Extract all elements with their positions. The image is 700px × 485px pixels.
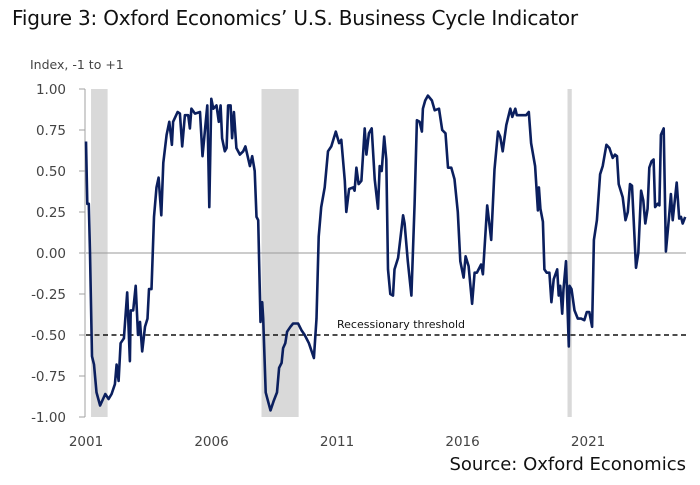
y-tick-label: 0.50 xyxy=(36,164,66,180)
x-tick-label: 2001 xyxy=(69,434,103,450)
x-tick-label: 2006 xyxy=(194,434,228,450)
y-tick-label: -1.00 xyxy=(31,410,66,426)
threshold-label: Recessionary threshold xyxy=(337,318,465,331)
x-tick-label: 2016 xyxy=(445,434,479,450)
y-tick-label: -0.75 xyxy=(31,369,66,385)
source-note: Source: Oxford Economics xyxy=(449,454,686,475)
indicator-line xyxy=(84,94,687,412)
x-tick-label: 2011 xyxy=(320,434,354,450)
y-tick-label: 0.00 xyxy=(36,246,66,262)
y-tick-label: 0.25 xyxy=(36,205,66,221)
y-axis-label: Index, -1 to +1 xyxy=(30,57,124,72)
chart-title: Figure 3: Oxford Economics’ U.S. Busines… xyxy=(12,6,578,30)
y-tick-label: 0.75 xyxy=(36,123,66,139)
x-tick-label: 2021 xyxy=(571,434,605,450)
y-tick-label: -0.25 xyxy=(31,287,66,303)
y-tick-label: -0.50 xyxy=(31,328,66,344)
y-tick-label: 1.00 xyxy=(36,82,66,98)
